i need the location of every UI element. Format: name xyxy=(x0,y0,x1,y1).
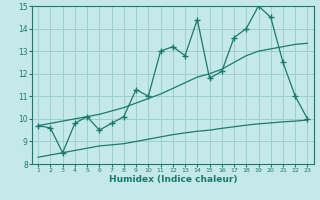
X-axis label: Humidex (Indice chaleur): Humidex (Indice chaleur) xyxy=(108,175,237,184)
